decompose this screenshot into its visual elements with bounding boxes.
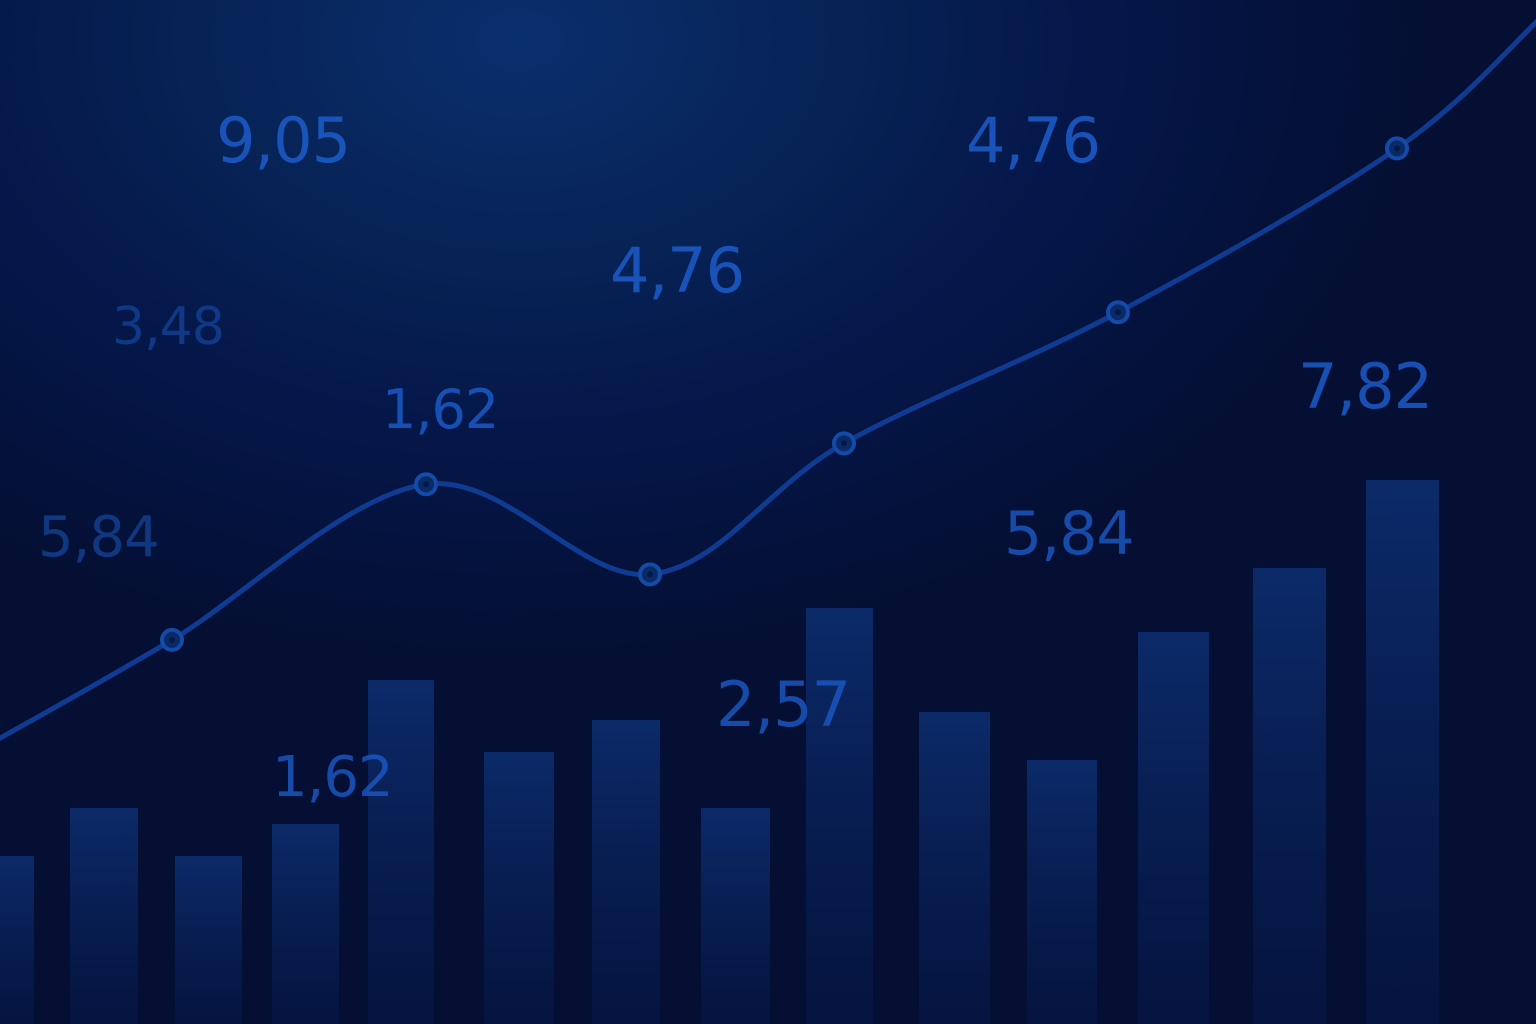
line-marker-center-5 [841,440,847,447]
bar-5 [368,680,434,1024]
bars [0,480,1439,1024]
bar-2 [70,808,138,1024]
value-label-9: 2,57 [716,668,850,741]
value-label-5: 1,62 [382,378,498,441]
value-label-1: 9,05 [216,104,350,177]
line-marker-center-4 [647,571,653,578]
line-marker-center-7 [1394,145,1400,152]
value-label-4: 3,48 [112,297,224,357]
line-marker-center-3 [423,481,429,488]
value-label-7: 5,84 [38,505,159,570]
bar-9 [806,608,873,1024]
bar-3 [175,856,242,1024]
bar-6 [484,752,554,1024]
bar-12 [1138,632,1209,1024]
bar-7 [592,720,660,1024]
bar-4 [272,824,339,1024]
value-label-6: 7,82 [1298,350,1432,423]
bar-11 [1027,760,1097,1024]
bar-14 [1366,480,1439,1024]
value-label-10: 1,62 [272,745,393,810]
bar-1 [0,856,34,1024]
value-label-8: 5,84 [1004,499,1134,569]
value-label-3: 4,76 [610,234,744,307]
line-marker-center-2 [169,636,175,643]
bar-8 [701,808,770,1024]
bar-13 [1253,568,1326,1024]
trend-line-group [0,18,1536,741]
value-label-2: 4,76 [966,104,1100,177]
line-marker-center-6 [1115,309,1121,316]
floating-value-labels: 9,05 4,76 4,76 3,48 1,62 7,82 5,84 5,84 2,57 1,62 [38,104,1433,810]
bar-10 [919,712,990,1024]
trend-line [0,18,1536,741]
